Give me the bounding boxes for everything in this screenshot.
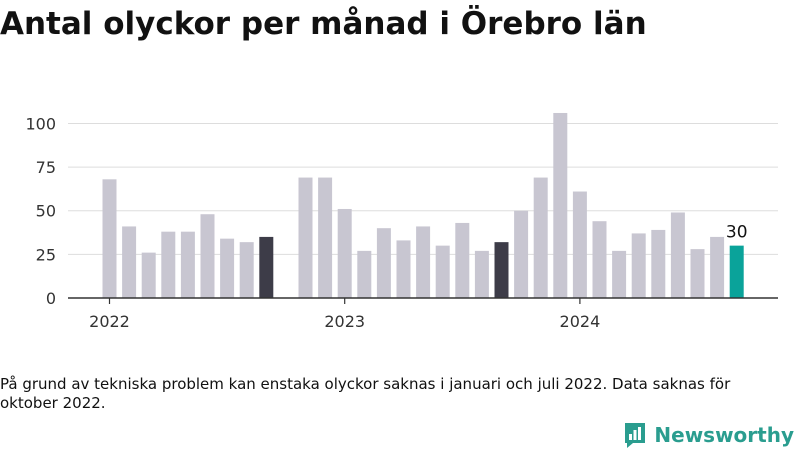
bar xyxy=(533,177,548,298)
bar xyxy=(141,252,156,298)
y-tick-label: 75 xyxy=(36,158,56,177)
x-tick-label: 2023 xyxy=(324,312,365,331)
bar xyxy=(690,249,705,298)
bar xyxy=(416,226,431,298)
bar xyxy=(180,231,195,298)
bar xyxy=(651,229,666,298)
bar xyxy=(357,250,372,298)
x-tick-label: 2024 xyxy=(560,312,601,331)
y-tick-label: 25 xyxy=(36,245,56,264)
bar xyxy=(474,250,489,298)
footnote: På grund av tekniska problem kan enstaka… xyxy=(0,375,731,412)
bar xyxy=(239,242,254,298)
bar xyxy=(376,228,391,298)
bars xyxy=(102,112,744,299)
bar xyxy=(435,245,450,298)
bar xyxy=(337,208,352,298)
bar xyxy=(612,250,627,298)
x-tick-label: 2022 xyxy=(89,312,130,331)
brand-logo: Newsworthy xyxy=(623,420,794,450)
y-axis-ticks: 0 25 50 75 100 xyxy=(25,114,56,308)
bar xyxy=(710,236,725,298)
bar xyxy=(200,214,215,298)
bar xyxy=(122,226,137,298)
y-tick-label: 50 xyxy=(36,202,56,221)
bar xyxy=(670,212,685,298)
bar xyxy=(455,222,470,298)
bar xyxy=(514,210,529,298)
bar-chart: 0 25 50 75 100 30 2022 2023 2024 xyxy=(25,112,778,331)
bar xyxy=(729,245,744,298)
bar xyxy=(298,177,313,298)
bar xyxy=(572,191,587,298)
bar xyxy=(161,231,176,298)
bar xyxy=(259,236,274,298)
chart-title: Antal olyckor per månad i Örebro län xyxy=(0,6,647,42)
y-tick-label: 0 xyxy=(46,289,56,308)
bar xyxy=(631,233,646,298)
data-labels: 30 xyxy=(726,223,748,243)
bar xyxy=(220,238,235,298)
bar xyxy=(592,221,607,298)
bar xyxy=(396,240,411,298)
bar-chart-logo-icon xyxy=(625,423,646,448)
brand-name: Newsworthy xyxy=(654,423,794,447)
bar xyxy=(494,242,509,298)
bar xyxy=(553,112,568,299)
data-label: 30 xyxy=(726,223,748,243)
x-axis-ticks: 2022 2023 2024 xyxy=(89,298,600,331)
bar xyxy=(318,177,333,298)
bar xyxy=(102,179,117,298)
y-tick-label: 100 xyxy=(25,114,56,133)
